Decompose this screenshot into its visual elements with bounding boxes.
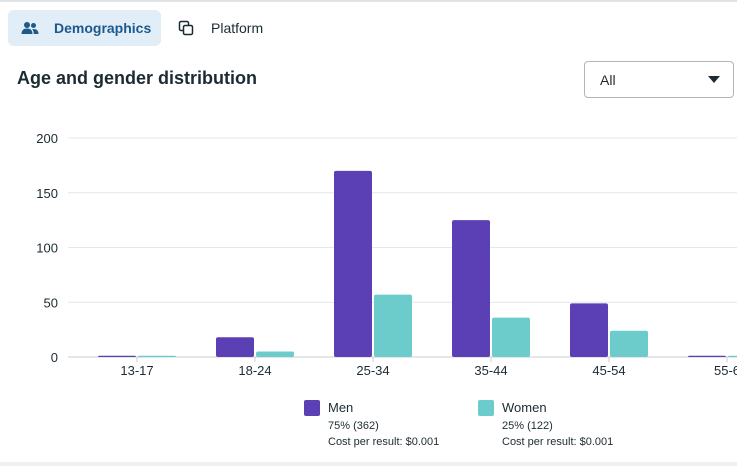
y-tick-label: 150 (36, 186, 58, 201)
x-tick-label: 13-17 (120, 363, 153, 378)
bar-men (688, 355, 726, 357)
tab-label: Platform (211, 20, 264, 36)
legend-cost: Cost per result: $0.001 (502, 436, 614, 448)
legend-label: Men (328, 400, 354, 415)
x-tick-label: 25-34 (356, 363, 389, 378)
y-tick-label: 200 (36, 131, 58, 146)
dropdown-value: All (600, 71, 616, 88)
gender-filter-dropdown[interactable]: All (584, 61, 734, 98)
x-tick-label: 18-24 (238, 363, 271, 378)
legend-share: 75% (362) (328, 420, 379, 432)
top-border (0, 0, 737, 2)
legend-label: Women (502, 400, 547, 415)
x-tick-label: 35-44 (474, 363, 507, 378)
bar-men (98, 355, 136, 357)
tab-bar: Demographics Platform (8, 10, 275, 46)
people-icon (21, 19, 39, 37)
copy-icon (177, 19, 195, 37)
bar-men (216, 337, 254, 357)
tab-platform[interactable]: Platform (170, 10, 275, 46)
y-tick-label: 50 (44, 295, 58, 310)
bar-men (452, 220, 490, 357)
legend-swatch-women (478, 400, 494, 416)
bar-women (492, 317, 530, 357)
bar-women (138, 355, 176, 357)
tab-demographics[interactable]: Demographics (8, 10, 161, 46)
legend-swatch-men (304, 400, 320, 416)
bottom-border (0, 462, 737, 466)
bar-women (256, 351, 294, 357)
age-gender-bar-chart: 0 50 100 150 200 13-17 18-24 25-34 35-44 45-54 55-… (36, 131, 737, 378)
bar-women (728, 355, 737, 357)
legend-share: 25% (122) (502, 420, 553, 432)
bar-men (334, 170, 372, 357)
bar-women (610, 330, 648, 357)
x-tick-label: 45-54 (592, 363, 625, 378)
bar-men (570, 303, 608, 357)
bar-women (374, 294, 412, 357)
y-tick-label: 100 (36, 241, 58, 256)
x-tick-label: 55-6 (714, 363, 737, 378)
y-tick-label: 0 (51, 350, 58, 365)
tab-label: Demographics (54, 20, 152, 36)
legend-cost: Cost per result: $0.001 (328, 436, 440, 448)
caret-down-icon (708, 76, 720, 83)
section-title: Age and gender distribution (17, 68, 258, 88)
